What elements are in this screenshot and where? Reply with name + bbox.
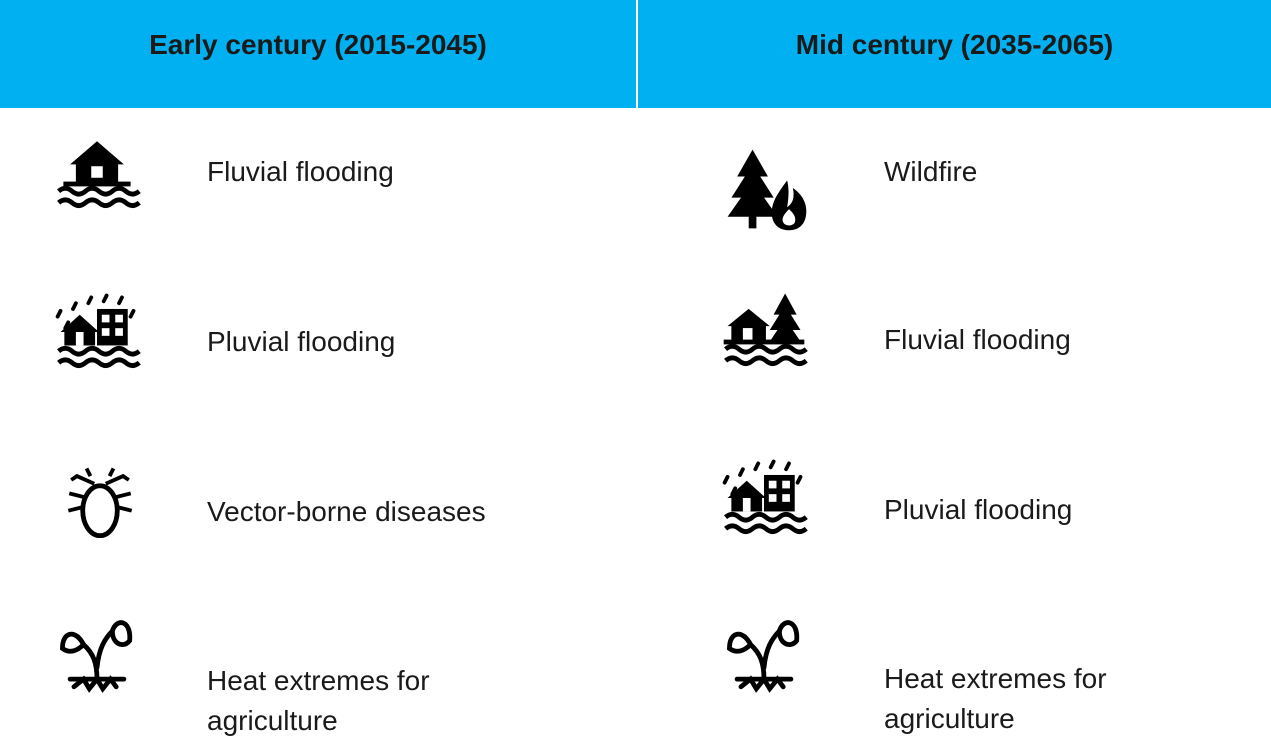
- hazard-label: Heat extremes for agriculture: [207, 665, 430, 736]
- fluvial-flood-icon: [49, 124, 145, 220]
- hazard-label: Vector-borne diseases: [207, 496, 486, 527]
- fluvial-flood-icon: [716, 282, 812, 378]
- hazard-label: Fluvial flooding: [207, 156, 394, 187]
- heat-icon: [49, 610, 145, 706]
- hazard-label: Heat extremes for agriculture: [884, 663, 1107, 734]
- pluvial-flood-icon: [49, 284, 145, 380]
- heat-icon: [716, 610, 812, 706]
- column-header: Mid century (2035-2065): [638, 0, 1271, 108]
- vector-icon: [52, 455, 148, 551]
- column-header: Early century (2015-2045): [0, 0, 636, 108]
- pluvial-flood-icon: [716, 450, 812, 546]
- hazard-label: Pluvial flooding: [884, 494, 1073, 525]
- hazard-label: Pluvial flooding: [207, 326, 396, 357]
- hazard-label: Wildfire: [884, 156, 978, 187]
- wildfire-icon: [718, 140, 814, 236]
- hazard-label: Fluvial flooding: [884, 324, 1071, 355]
